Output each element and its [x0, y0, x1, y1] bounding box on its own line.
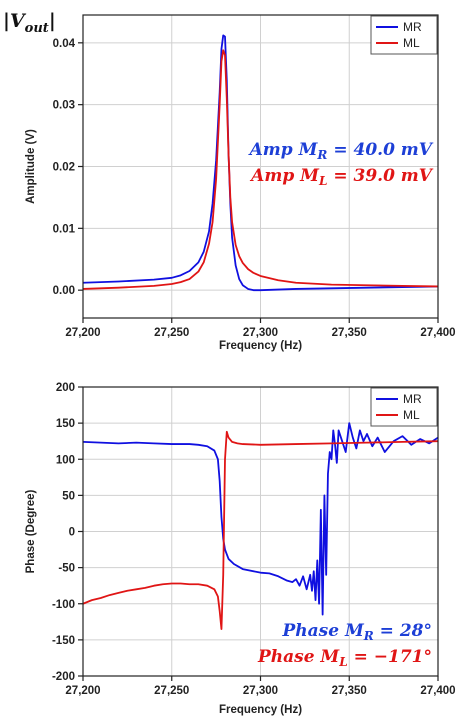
annotation-main: Amp M: [248, 140, 319, 160]
y-tick-label: 0.04: [53, 38, 76, 50]
x-tick-label: 27,200: [65, 685, 100, 697]
x-tick-label: 27,350: [332, 685, 367, 697]
annotation-main: Amp M: [249, 166, 320, 186]
y-tick-label: -100: [52, 599, 75, 611]
y-tick-label: 50: [62, 490, 75, 502]
y-tick-label: 0.03: [53, 100, 75, 112]
legend-box: [370, 387, 438, 427]
x-axis-label: Frequency (Hz): [219, 340, 302, 352]
y-tick-label: -200: [52, 671, 75, 683]
x-tick-label: 27,250: [154, 327, 189, 339]
y-tick-label: 0.00: [53, 285, 75, 297]
annotation-subscript: R: [363, 629, 374, 643]
y-tick-label: 0.01: [53, 223, 76, 235]
annotation: Phase ML = −171°: [257, 647, 432, 669]
legend-label-mr: MR: [403, 392, 422, 406]
y-tick-label: -150: [52, 635, 75, 647]
amplitude-chart: 27,200 27,250 27,300 27,350 27,400 0.00 0.01 0.…: [25, 14, 456, 352]
annotation: Phase MR = 28°: [281, 621, 432, 643]
corner-title-bar-right: |: [49, 10, 56, 32]
annotation-value: = 40.0 mV: [327, 140, 433, 160]
y-tick-label: 0: [69, 527, 75, 539]
legend-label-mr: MR: [403, 20, 422, 34]
y-tick-label: 100: [56, 454, 75, 466]
x-tick-label: 27,400: [420, 327, 455, 339]
series-line-mr: [82, 422, 439, 616]
annotation-main: Phase M: [257, 647, 340, 667]
legend-label-ml: ML: [403, 408, 420, 422]
annotation-value: = −171°: [348, 647, 432, 667]
series-line-ml: [82, 430, 439, 630]
x-tick-label: 27,350: [332, 327, 367, 339]
corner-title-sub: out: [25, 21, 49, 36]
y-tick-label: 0.02: [53, 162, 75, 174]
legend-box: [370, 15, 438, 55]
annotation: Amp MR = 40.0 mV: [248, 140, 434, 162]
x-tick-label: 27,400: [420, 685, 455, 697]
annotation-value: = 28°: [374, 621, 432, 641]
y-tick-label: 150: [56, 418, 75, 430]
annotation-main: Phase M: [281, 621, 364, 641]
x-tick-label: 27,200: [65, 327, 100, 339]
y-tick-label: -50: [58, 563, 75, 575]
y-axis-label: Phase (Degree): [25, 489, 37, 573]
x-axis-label: Frequency (Hz): [219, 704, 302, 716]
x-tick-label: 27,300: [243, 327, 278, 339]
x-tick-label: 27,250: [154, 685, 189, 697]
annotation-subscript: L: [338, 655, 347, 669]
y-tick-label: 200: [56, 382, 75, 394]
annotation: Amp ML = 39.0 mV: [249, 166, 434, 188]
x-tick-label: 27,300: [243, 685, 278, 697]
corner-title: |Vout|: [3, 10, 56, 36]
annotation-value: = 39.0 mV: [327, 166, 433, 186]
legend-label-ml: ML: [403, 36, 420, 50]
y-axis-label: Amplitude (V): [25, 129, 37, 204]
annotation-subscript: L: [318, 174, 327, 188]
phase-chart: 27,200 27,250 27,300 27,350 27,400 -200 -150 -1…: [25, 382, 456, 716]
corner-title-bar-left: |: [3, 10, 10, 32]
annotation-subscript: R: [316, 148, 327, 162]
corner-title-v: V: [10, 10, 27, 32]
series-line-ml: [82, 49, 439, 290]
